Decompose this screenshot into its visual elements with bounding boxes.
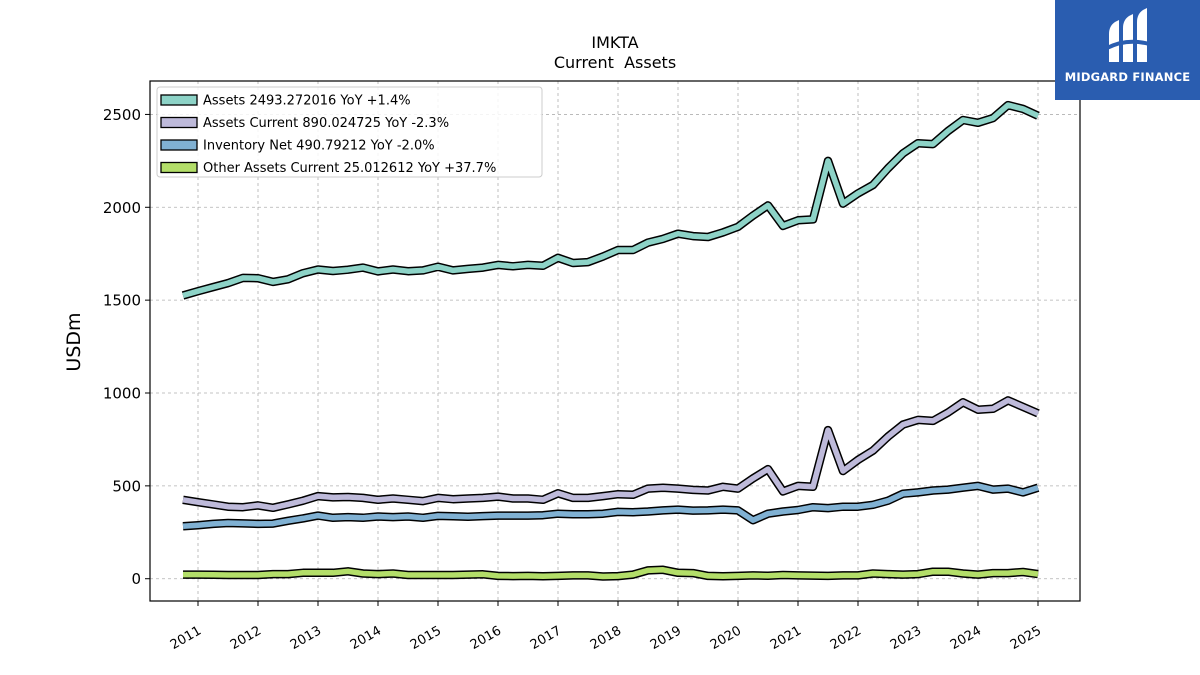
- y-tick-label: 1000: [103, 385, 141, 403]
- x-tick-label: 2017: [528, 623, 564, 653]
- legend-swatch: [160, 116, 198, 129]
- series-line-0: [182, 102, 1040, 299]
- x-axis-ticks: 2011 2012 2013 2014 2015 2016 2017 2018 2019 2020…: [168, 601, 1044, 653]
- x-tick-label: 2025: [1008, 623, 1044, 653]
- legend-entry: Assets 2493.272016 YoY +1.4%: [203, 94, 411, 109]
- x-tick-label: 2024: [948, 623, 984, 653]
- x-tick-label: 2020: [708, 623, 744, 653]
- y-tick-label: 1500: [103, 292, 141, 310]
- x-tick-label: 2023: [888, 623, 924, 653]
- series-line-2: [182, 483, 1039, 530]
- legend-entry: Inventory Net 490.79212 YoY -2.0%: [203, 139, 435, 154]
- legend-entry: Assets Current 890.024725 YoY -2.3%: [203, 116, 449, 131]
- legend-swatch: [160, 161, 198, 174]
- plot-frame: [149, 80, 1081, 602]
- x-tick-label: 2014: [348, 623, 384, 653]
- brand-name: MIDGARD FINANCE: [1064, 70, 1191, 84]
- chart-subtitle: Current Assets: [554, 53, 676, 72]
- legend-entry: Other Assets Current 25.012612 YoY +37.7…: [203, 161, 496, 176]
- chart-title: IMKTA: [591, 33, 638, 52]
- legend-swatch: [160, 94, 198, 106]
- x-tick-label: 2013: [288, 623, 324, 653]
- legend-box: [156, 86, 543, 178]
- y-tick-label: 0: [131, 570, 141, 588]
- x-tick-label: 2021: [768, 623, 804, 653]
- midgard-logo-icon: [1106, 8, 1150, 62]
- legend-swatch: [160, 139, 198, 151]
- series-line-1: [182, 397, 1040, 511]
- series-line-3: [183, 567, 1039, 580]
- y-tick-label: 2000: [103, 199, 141, 217]
- y-axis-label: USDm: [63, 312, 85, 371]
- y-tick-label: 500: [112, 477, 141, 495]
- x-tick-label: 2015: [408, 623, 444, 653]
- brand-logo: MIDGARD FINANCE: [1055, 0, 1200, 100]
- x-tick-label: 2022: [828, 623, 864, 653]
- x-tick-label: 2012: [228, 623, 264, 653]
- legend: Assets 2493.272016 YoY +1.4% Assets Curre…: [156, 86, 543, 178]
- x-tick-label: 2018: [588, 623, 624, 653]
- y-tick-label: 2500: [103, 106, 141, 124]
- x-tick-label: 2016: [468, 623, 504, 653]
- x-tick-label: 2019: [648, 623, 684, 653]
- series-layer: [181, 100, 1040, 581]
- x-tick-label: 2011: [168, 623, 204, 653]
- y-axis-ticks: 0 500 1000 1500 2000 2500: [103, 106, 150, 588]
